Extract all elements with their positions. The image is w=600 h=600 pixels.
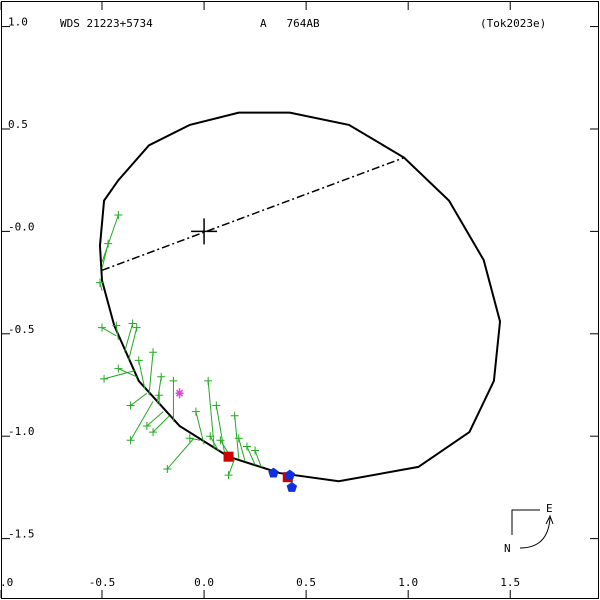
- residual: [103, 370, 135, 380]
- observation: [206, 432, 215, 441]
- pentagon-observation: [286, 481, 298, 492]
- residual: [130, 392, 148, 406]
- x-tick-label: 0.5: [296, 576, 316, 589]
- compass-north: N: [504, 542, 511, 555]
- observation: [100, 374, 109, 383]
- observation: [212, 401, 221, 410]
- observation: [224, 471, 233, 480]
- compass-arrow: [519, 517, 551, 549]
- residual: [209, 435, 219, 451]
- observation: [104, 239, 113, 248]
- observation: [134, 356, 143, 365]
- y-tick-label: -0.5: [8, 323, 35, 336]
- observation: [230, 411, 239, 420]
- compass-arms: [511, 509, 540, 535]
- residual: [246, 446, 256, 466]
- residual: [146, 411, 164, 427]
- residual: [101, 243, 109, 269]
- residual: [238, 438, 246, 461]
- line-of-nodes: [101, 156, 405, 272]
- observation: [114, 364, 123, 373]
- x-tick-label: -1.0: [0, 576, 13, 589]
- reference: (Tok2023e): [480, 17, 546, 30]
- observation: [157, 372, 166, 381]
- observation: [149, 428, 158, 437]
- observation: [185, 434, 194, 443]
- residual: [207, 380, 215, 449]
- observation: [204, 376, 213, 385]
- observation: [126, 401, 135, 410]
- y-tick-label: -1.0: [8, 425, 35, 438]
- observation: [114, 211, 123, 220]
- y-tick-label: -1.5: [8, 528, 35, 541]
- x-tick-label: 1.5: [500, 576, 520, 589]
- observation: [242, 442, 251, 451]
- observation: [191, 407, 200, 416]
- compass-arrowhead: [545, 514, 554, 525]
- residual: [156, 376, 162, 404]
- pentagon-observation: [268, 467, 279, 478]
- residual: [138, 360, 146, 390]
- residual: [148, 352, 154, 396]
- pentagon-observation: [284, 469, 296, 480]
- observation: [98, 323, 107, 332]
- orbit: [98, 111, 502, 483]
- observation: [149, 348, 158, 357]
- observation: [163, 464, 172, 473]
- compass-east: E: [546, 502, 553, 515]
- residual: [234, 415, 240, 459]
- observation: [112, 321, 121, 330]
- observation: [169, 376, 178, 385]
- residual: [195, 411, 205, 445]
- residual: [101, 214, 119, 263]
- star-observation: [175, 388, 184, 399]
- observation: [132, 323, 141, 332]
- residual: [118, 368, 137, 378]
- y-tick-label: 0.5: [8, 118, 28, 131]
- observation: [251, 446, 260, 455]
- compass: E N: [504, 502, 554, 555]
- residual: [152, 415, 170, 433]
- residual: [130, 401, 154, 441]
- residual: [128, 327, 138, 361]
- y-tick-label: -0.0: [8, 220, 35, 233]
- x-tick-label: 1.0: [398, 576, 418, 589]
- observation: [216, 436, 225, 445]
- residual: [101, 327, 117, 337]
- primary-star: [191, 218, 218, 245]
- y-tick-label: 1.0: [8, 16, 28, 29]
- observation: [126, 436, 135, 445]
- residual: [254, 450, 262, 468]
- observation: [95, 278, 104, 287]
- x-tick-label: 0.0: [194, 576, 214, 589]
- star-name: WDS 21223+5734: [60, 17, 153, 30]
- residual: [123, 323, 134, 353]
- residual: [228, 458, 236, 476]
- observation: [142, 421, 151, 430]
- observation: [234, 434, 243, 443]
- residual: [166, 437, 195, 470]
- square-observation: [223, 451, 234, 462]
- x-tick-label: -0.5: [89, 576, 116, 589]
- observation: [128, 319, 137, 328]
- component: A 764AB: [260, 17, 320, 30]
